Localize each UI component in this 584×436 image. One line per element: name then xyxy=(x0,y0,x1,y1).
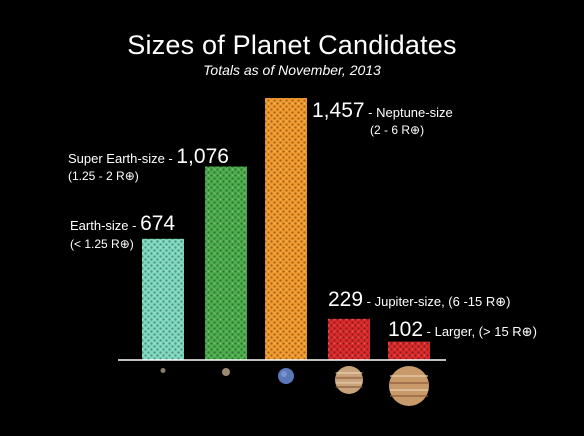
bar-neptune-size xyxy=(265,98,307,360)
label-jupiter-size: 229 - Jupiter-size, (6 -15 R⊕) xyxy=(328,288,510,311)
range-neptune-size: (2 - 6 R⊕) xyxy=(370,123,424,137)
bar-jupiter-size xyxy=(328,318,370,360)
jupiter-icon xyxy=(389,366,429,406)
chart-title: Sizes of Planet Candidates xyxy=(127,30,457,60)
label-super-earth-size: Super Earth-size - 1,076 xyxy=(68,145,229,168)
chart-subtitle: Totals as of November, 2013 xyxy=(203,62,381,78)
neptune-icon xyxy=(278,368,294,384)
label-larger: 102 - Larger, (> 15 R⊕) xyxy=(388,318,537,341)
rocky-planet-icon xyxy=(160,368,166,373)
jupiter-icon xyxy=(335,366,363,394)
bar-larger xyxy=(388,341,430,360)
bar-super-earth-size xyxy=(205,166,247,360)
label-neptune-size: 1,457 - Neptune-size xyxy=(312,99,453,122)
label-earth-size: Earth-size - 674 xyxy=(70,212,175,235)
rocky-planet-icon xyxy=(222,368,230,376)
bar-earth-size xyxy=(142,238,184,360)
range-earth-size: (< 1.25 R⊕) xyxy=(70,237,134,251)
range-super-earth-size: (1.25 - 2 R⊕) xyxy=(68,169,139,183)
